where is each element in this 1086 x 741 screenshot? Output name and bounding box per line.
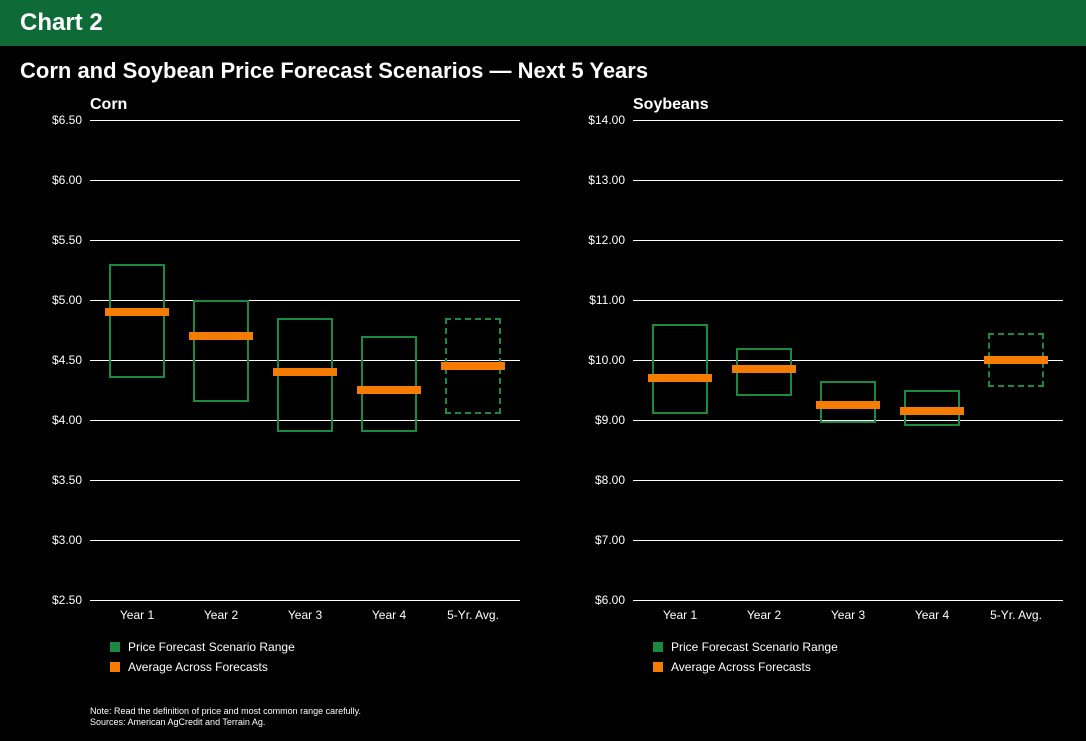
y-tick-label: $7.00 bbox=[595, 533, 633, 547]
legend-avg-label: Average Across Forecasts bbox=[671, 660, 811, 674]
gridline bbox=[90, 180, 520, 181]
legend-avg-swatch bbox=[110, 662, 120, 672]
avg-marker bbox=[441, 362, 505, 370]
gridline bbox=[633, 480, 1063, 481]
header-label: Chart 2 bbox=[20, 9, 103, 37]
y-tick-label: $6.00 bbox=[52, 173, 90, 187]
gridline bbox=[90, 240, 520, 241]
x-tick-label: Year 1 bbox=[663, 600, 697, 622]
legend-range: Price Forecast Scenario Range bbox=[110, 640, 523, 654]
y-tick-label: $6.00 bbox=[595, 593, 633, 607]
gridline bbox=[633, 300, 1063, 301]
y-tick-label: $2.50 bbox=[52, 593, 90, 607]
x-tick-label: Year 1 bbox=[120, 600, 154, 622]
y-tick-label: $8.00 bbox=[595, 473, 633, 487]
y-tick-label: $13.00 bbox=[588, 173, 633, 187]
avg-marker bbox=[732, 365, 796, 373]
plot-corn: $2.50$3.00$3.50$4.00$4.50$5.00$5.50$6.00… bbox=[90, 120, 520, 600]
x-tick-label: Year 4 bbox=[372, 600, 406, 622]
y-tick-label: $3.50 bbox=[52, 473, 90, 487]
y-tick-label: $10.00 bbox=[588, 353, 633, 367]
legend-avg: Average Across Forecasts bbox=[110, 660, 523, 674]
legend-range-swatch bbox=[653, 642, 663, 652]
footnotes: Note: Read the definition of price and m… bbox=[90, 706, 361, 729]
avg-marker bbox=[648, 374, 712, 382]
header-bar: Chart 2 bbox=[0, 0, 1086, 46]
x-tick-label: Year 3 bbox=[288, 600, 322, 622]
avg-marker bbox=[816, 401, 880, 409]
gridline bbox=[633, 120, 1063, 121]
x-tick-label: 5-Yr. Avg. bbox=[990, 600, 1042, 622]
y-tick-label: $3.00 bbox=[52, 533, 90, 547]
price-range-box bbox=[361, 336, 417, 432]
legend-range: Price Forecast Scenario Range bbox=[653, 640, 1066, 654]
y-tick-label: $4.50 bbox=[52, 353, 90, 367]
legend-soy: Price Forecast Scenario Range Average Ac… bbox=[653, 640, 1066, 674]
panel-corn-title: Corn bbox=[90, 96, 523, 114]
price-range-box bbox=[109, 264, 165, 378]
y-tick-label: $11.00 bbox=[589, 293, 633, 307]
plot-soy: $6.00$7.00$8.00$9.00$10.00$11.00$12.00$1… bbox=[633, 120, 1063, 600]
price-range-box bbox=[193, 300, 249, 402]
legend-avg-label: Average Across Forecasts bbox=[128, 660, 268, 674]
x-tick-label: Year 4 bbox=[915, 600, 949, 622]
gridline bbox=[633, 240, 1063, 241]
gridline bbox=[633, 540, 1063, 541]
x-tick-label: Year 3 bbox=[831, 600, 865, 622]
avg-marker bbox=[273, 368, 337, 376]
avg-marker bbox=[984, 356, 1048, 364]
gridline bbox=[90, 120, 520, 121]
x-tick-label: 5-Yr. Avg. bbox=[447, 600, 499, 622]
footnote-note: Note: Read the definition of price and m… bbox=[90, 706, 361, 718]
legend-corn: Price Forecast Scenario Range Average Ac… bbox=[110, 640, 523, 674]
legend-range-swatch bbox=[110, 642, 120, 652]
footnote-sources: Sources: American AgCredit and Terrain A… bbox=[90, 717, 361, 729]
y-tick-label: $14.00 bbox=[588, 113, 633, 127]
y-tick-label: $9.00 bbox=[595, 413, 633, 427]
price-range-box bbox=[652, 324, 708, 414]
y-tick-label: $6.50 bbox=[52, 113, 90, 127]
legend-range-label: Price Forecast Scenario Range bbox=[671, 640, 838, 654]
y-tick-label: $12.00 bbox=[588, 233, 633, 247]
x-tick-label: Year 2 bbox=[747, 600, 781, 622]
avg-marker bbox=[357, 386, 421, 394]
panel-soy: Soybeans $6.00$7.00$8.00$9.00$10.00$11.0… bbox=[563, 88, 1066, 680]
panel-soy-title: Soybeans bbox=[633, 96, 1066, 114]
avg-marker bbox=[900, 407, 964, 415]
charts-row: Corn $2.50$3.00$3.50$4.00$4.50$5.00$5.50… bbox=[0, 88, 1086, 680]
y-tick-label: $5.50 bbox=[52, 233, 90, 247]
legend-avg-swatch bbox=[653, 662, 663, 672]
panel-corn: Corn $2.50$3.00$3.50$4.00$4.50$5.00$5.50… bbox=[20, 88, 523, 680]
legend-avg: Average Across Forecasts bbox=[653, 660, 1066, 674]
gridline bbox=[90, 540, 520, 541]
y-tick-label: $5.00 bbox=[52, 293, 90, 307]
legend-range-label: Price Forecast Scenario Range bbox=[128, 640, 295, 654]
avg-marker bbox=[189, 332, 253, 340]
y-tick-label: $4.00 bbox=[52, 413, 90, 427]
avg-marker bbox=[105, 308, 169, 316]
x-tick-label: Year 2 bbox=[204, 600, 238, 622]
gridline bbox=[90, 480, 520, 481]
main-title: Corn and Soybean Price Forecast Scenario… bbox=[0, 46, 1086, 88]
gridline bbox=[633, 180, 1063, 181]
